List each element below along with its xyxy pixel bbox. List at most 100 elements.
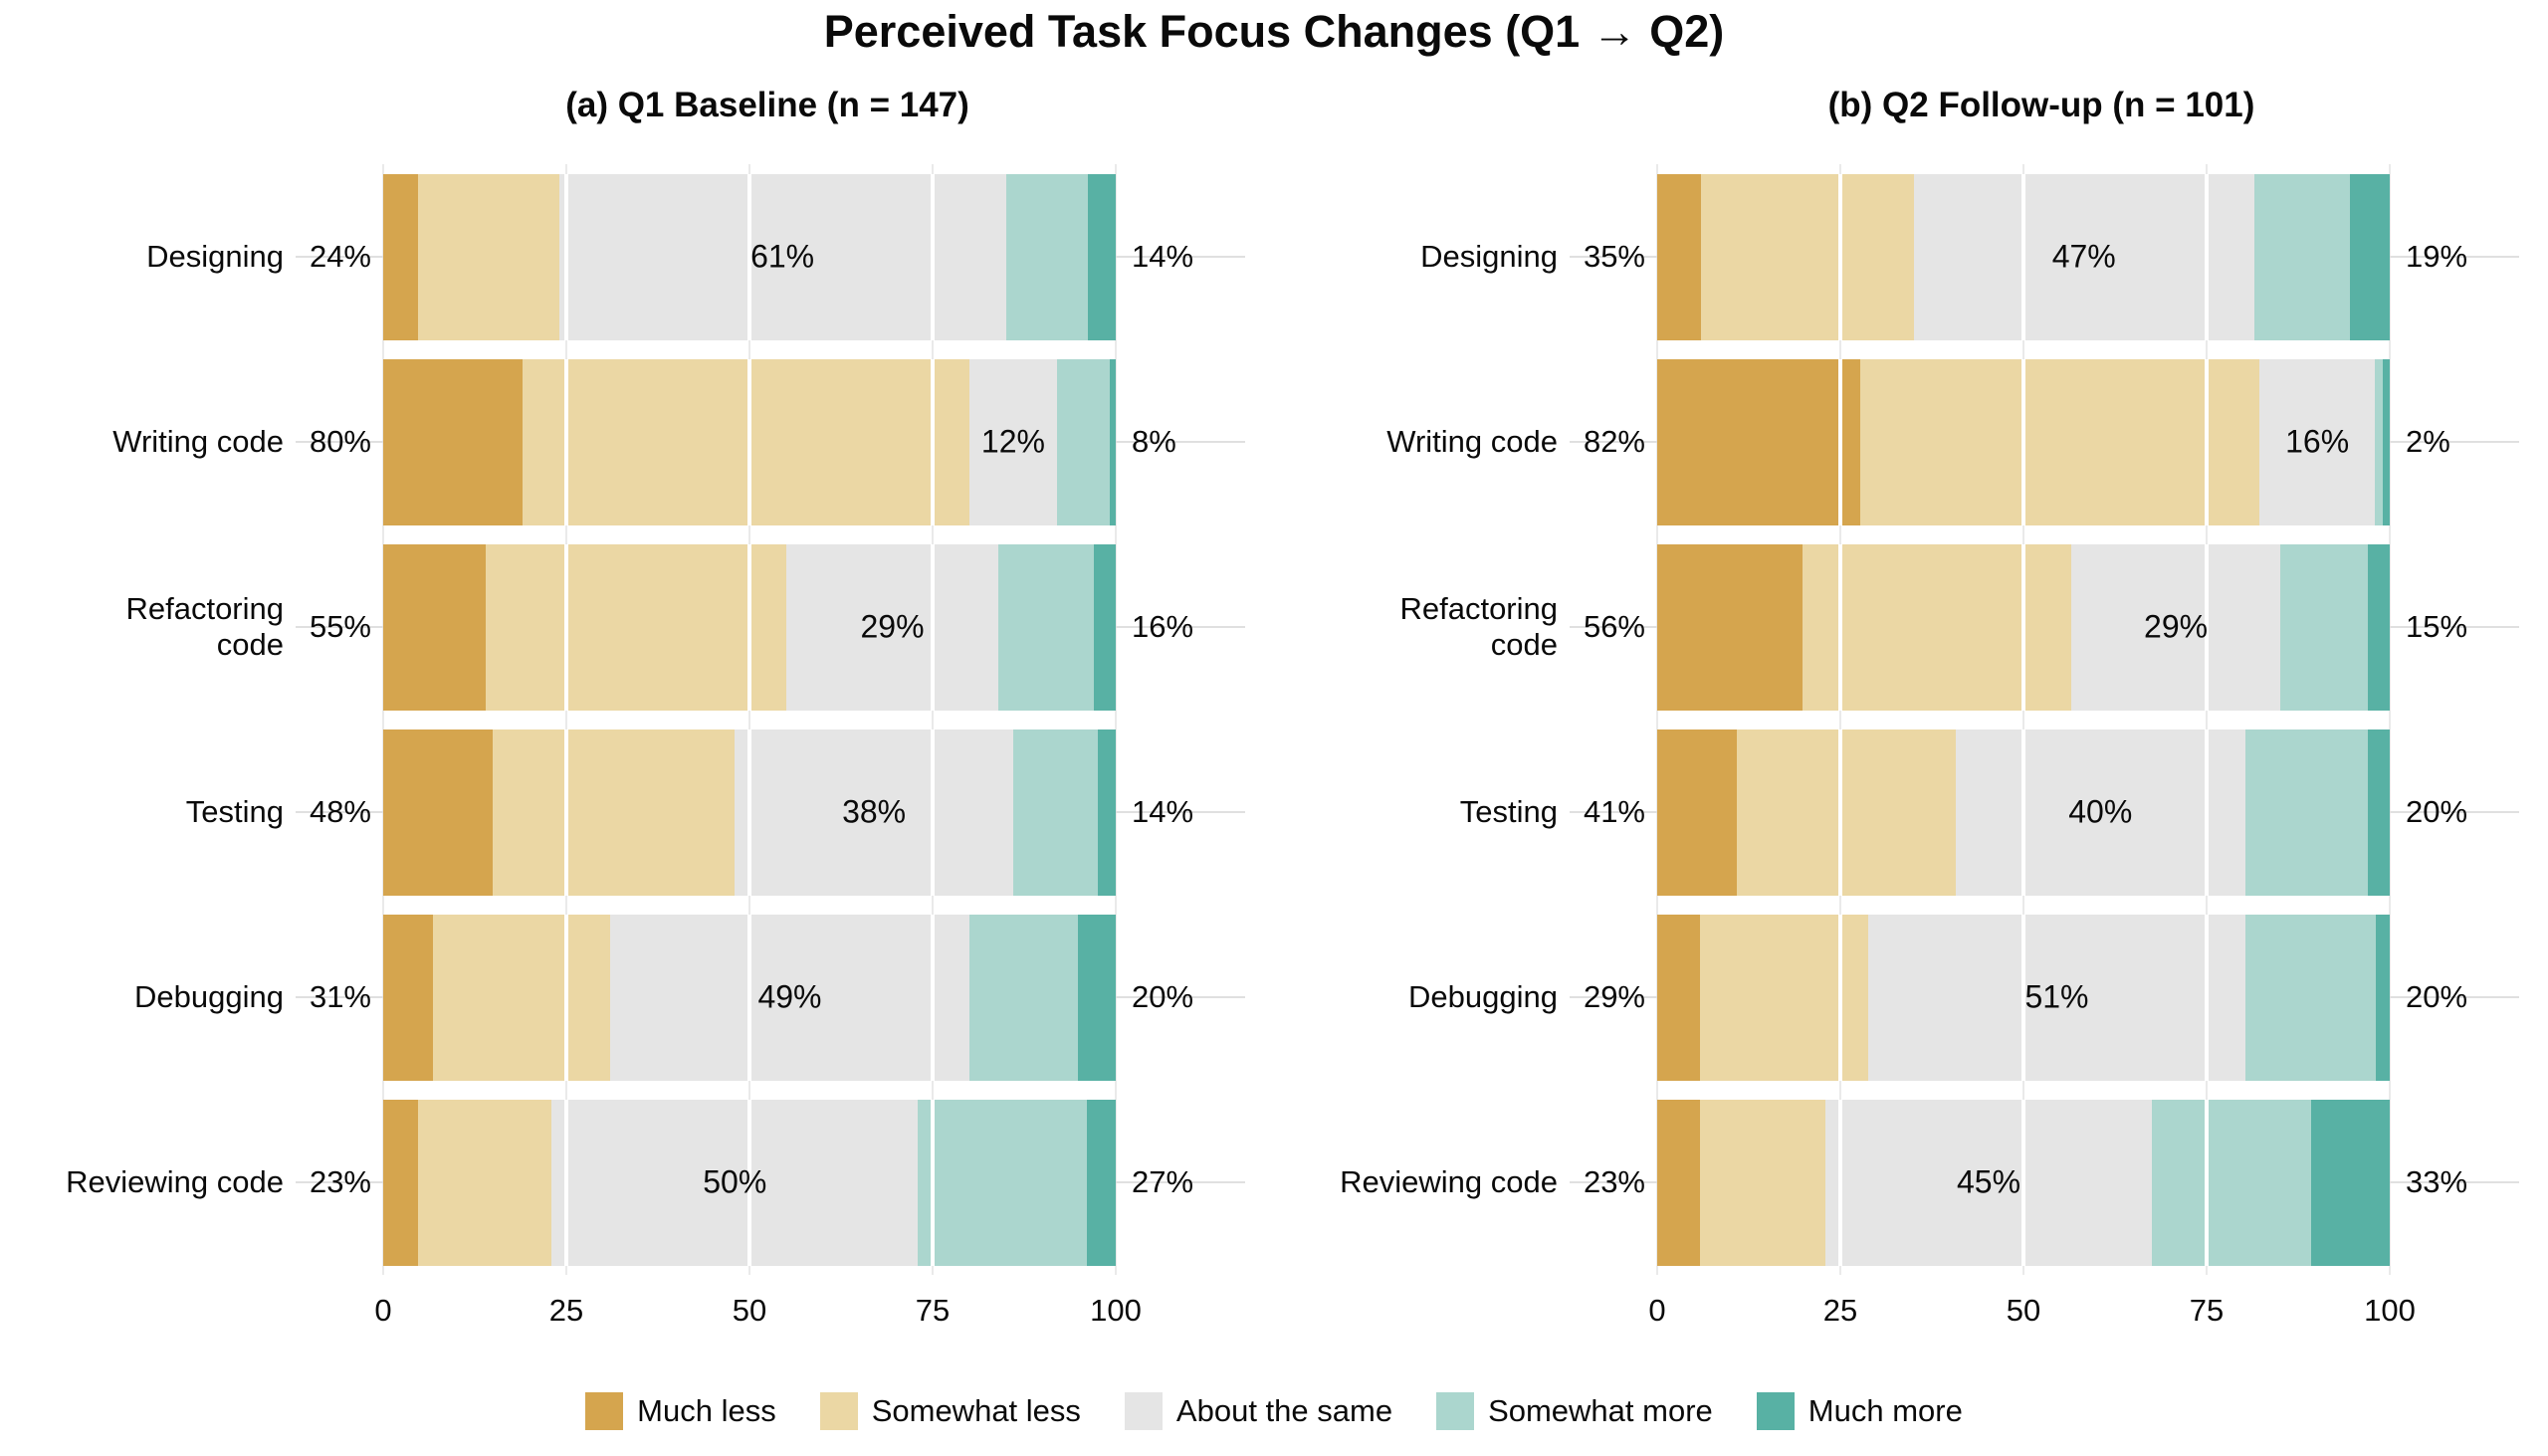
- bar-gridline-overlay-50: [747, 173, 751, 340]
- category-label: Reviewing code: [66, 1164, 284, 1199]
- segment-somewhat-more: [2244, 728, 2368, 896]
- bar-track: 49%: [383, 914, 1116, 1081]
- x-tick-label-75: 75: [2189, 1293, 2225, 1328]
- segment-about-the-same: [735, 728, 1013, 896]
- x-tick-label-25: 25: [548, 1293, 584, 1328]
- more-percent-label: 20%: [1132, 979, 1194, 1014]
- same-percent-label: 29%: [2144, 608, 2209, 645]
- vertical-gridlines: [1656, 164, 2391, 1275]
- gridline-x-50: [2022, 164, 2024, 1275]
- legend-swatch-somewhat-less: [819, 1392, 858, 1430]
- x-tick-label-0: 0: [1648, 1293, 1666, 1328]
- bar-row-designing: Designing 24% 61% 14%: [55, 164, 1245, 349]
- bar-gridline-overlay-50: [2021, 728, 2025, 896]
- segment-about-the-same: [1825, 1099, 2152, 1266]
- segment-somewhat-more: [968, 914, 1078, 1081]
- bar-track: 29%: [1657, 543, 2390, 711]
- bar-track: 29%: [383, 543, 1116, 711]
- more-percent-label: 20%: [2406, 794, 2468, 829]
- same-percent-label: 47%: [2051, 238, 2116, 275]
- segment-much-less: [1657, 1099, 1701, 1266]
- category-label: Debugging: [134, 979, 284, 1014]
- bar-gridline-overlay-25: [564, 173, 568, 340]
- segment-somewhat-less: [486, 543, 786, 711]
- less-percent-label: 41%: [1583, 794, 1645, 829]
- segment-about-the-same: [1867, 914, 2245, 1081]
- bar-row-refactoring-code: Refactoring code 56% 29% 15%: [1329, 534, 2519, 720]
- bar-gridline-overlay-50: [747, 1099, 751, 1266]
- segment-about-the-same: [551, 1099, 919, 1266]
- panel-q1-baseline: (a) Q1 Baseline (n = 147) Designing 24% 61…: [55, 78, 1245, 1352]
- same-percent-label: 61%: [750, 238, 815, 275]
- segment-somewhat-less: [1700, 1099, 1826, 1266]
- category-label: Debugging: [1408, 979, 1558, 1014]
- bar-gridline-overlay-25: [1838, 914, 1842, 1081]
- segment-much-more: [1093, 543, 1116, 711]
- segment-somewhat-more: [2244, 914, 2376, 1081]
- segment-somewhat-less: [1701, 173, 1914, 340]
- segment-somewhat-less: [1802, 543, 2071, 711]
- bar-row-writing-code: Writing code 82% 16% 2%: [1329, 349, 2519, 534]
- legend-swatch-much-less: [585, 1392, 624, 1430]
- legend-item-much-less: Much less: [585, 1392, 776, 1430]
- gridline-x-75: [932, 164, 934, 1275]
- bar-row-reviewing-code: Reviewing code 23% 45% 33%: [1329, 1090, 2519, 1275]
- segment-somewhat-less: [1859, 358, 2259, 525]
- less-percent-label: 23%: [309, 1164, 371, 1199]
- gridline-x-0: [382, 164, 384, 1275]
- legend-item-somewhat-less: Somewhat less: [819, 1392, 1081, 1430]
- legend-swatch-somewhat-more: [1436, 1392, 1475, 1430]
- bar-gridline-overlay-50: [2021, 914, 2025, 1081]
- segment-much-less: [383, 728, 494, 896]
- segment-much-less: [383, 914, 434, 1081]
- segment-much-more: [2349, 173, 2390, 340]
- bar-gridline-overlay-50: [747, 914, 751, 1081]
- segment-about-the-same: [968, 358, 1058, 525]
- segment-somewhat-more: [1057, 358, 1111, 525]
- legend-label: About the same: [1175, 1393, 1393, 1428]
- bar-gridline-overlay-75: [2205, 173, 2209, 340]
- segment-about-the-same: [610, 914, 969, 1081]
- bar-row-designing: Designing 35% 47% 19%: [1329, 164, 2519, 349]
- segment-somewhat-less: [417, 1099, 552, 1266]
- same-percent-label: 29%: [860, 608, 925, 645]
- legend-swatch-much-more: [1756, 1392, 1795, 1430]
- same-percent-label: 50%: [703, 1163, 767, 1200]
- gridline-x-50: [748, 164, 750, 1275]
- x-axis: 0 25 50 75 100: [374, 1293, 1141, 1335]
- bar-row-writing-code: Writing code 80% 12% 8%: [55, 349, 1245, 534]
- legend-label: Much less: [637, 1393, 776, 1428]
- segment-somewhat-more: [998, 543, 1094, 711]
- bar-row-debugging: Debugging 31% 49% 20%: [55, 905, 1245, 1090]
- legend-swatch-about-the-same: [1124, 1392, 1163, 1430]
- category-label: Testing: [1459, 794, 1558, 829]
- segment-much-more: [2367, 543, 2390, 711]
- less-percent-label: 35%: [1583, 239, 1645, 274]
- more-percent-label: 33%: [2406, 1164, 2468, 1199]
- segment-somewhat-less: [493, 728, 736, 896]
- bar-gridline-overlay-25: [1838, 728, 1842, 896]
- legend: Much less Somewhat less About the same Some…: [0, 1387, 2548, 1435]
- less-percent-label: 56%: [1583, 609, 1645, 644]
- segment-somewhat-less: [433, 914, 611, 1081]
- less-percent-label: 29%: [1583, 979, 1645, 1014]
- same-percent-label: 40%: [2068, 793, 2133, 830]
- x-tick-label-50: 50: [732, 1293, 767, 1328]
- more-percent-label: 16%: [1132, 609, 1194, 644]
- segment-somewhat-less: [1737, 728, 1956, 896]
- bar-row-refactoring-code: Refactoring code 55% 29% 16%: [55, 534, 1245, 720]
- more-percent-label: 20%: [2406, 979, 2468, 1014]
- segment-much-less: [1657, 173, 1702, 340]
- segment-much-more: [2382, 358, 2390, 525]
- gridline-x-25: [1839, 164, 1841, 1275]
- panel-q1-plot: Designing 24% 61% 14% Writing code 80% 12% 8% Re…: [55, 164, 1245, 1358]
- segment-somewhat-more: [2280, 543, 2368, 711]
- legend-label: Somewhat less: [871, 1393, 1081, 1428]
- segment-much-less: [383, 358, 523, 525]
- less-percent-label: 31%: [309, 979, 371, 1014]
- panel-q1-title: (a) Q1 Baseline (n = 147): [565, 86, 969, 124]
- segment-somewhat-less: [522, 358, 969, 525]
- bar-gridline-overlay-75: [2205, 358, 2209, 525]
- gridline-x-100: [1115, 164, 1117, 1275]
